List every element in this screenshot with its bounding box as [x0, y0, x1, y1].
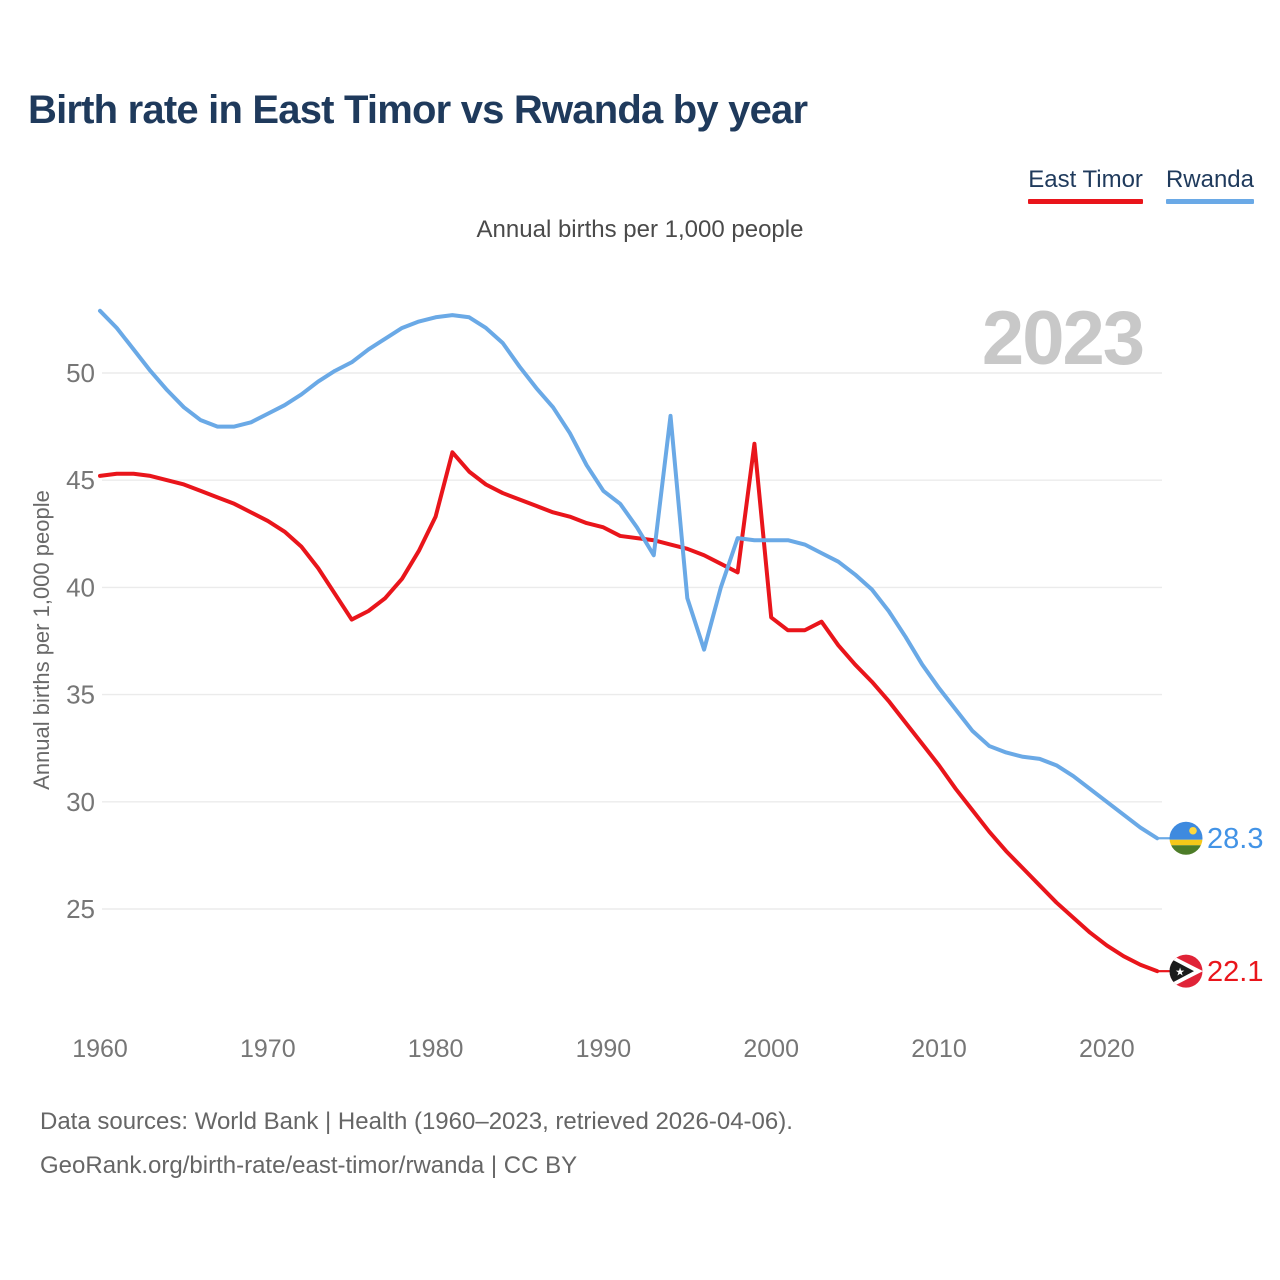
- footer-data-sources: Data sources: World Bank | Health (1960–…: [40, 1108, 793, 1135]
- chart-legend: East Timor Rwanda: [1028, 166, 1254, 204]
- legend-item-east-timor[interactable]: East Timor: [1028, 166, 1143, 204]
- x-tick-label: 2010: [911, 1035, 967, 1063]
- x-tick-label: 2020: [1079, 1035, 1135, 1063]
- footer-attribution: GeoRank.org/birth-rate/east-timor/rwanda…: [40, 1152, 578, 1179]
- x-tick-label: 2000: [743, 1035, 799, 1063]
- legend-label-east-timor: East Timor: [1028, 166, 1143, 193]
- legend-bar-rwanda: [1165, 199, 1254, 204]
- x-tick-label: 1970: [240, 1035, 296, 1063]
- x-tick-label: 1990: [576, 1035, 632, 1063]
- y-tick-label: 40: [66, 572, 95, 602]
- legend-bar-east-timor: [1028, 199, 1143, 204]
- page-title: Birth rate in East Timor vs Rwanda by ye…: [28, 88, 808, 132]
- chart-subtitle: Annual births per 1,000 people: [476, 216, 804, 243]
- x-tick-label: 1960: [72, 1035, 128, 1063]
- y-tick-label: 35: [66, 680, 95, 710]
- y-tick-label: 25: [66, 894, 95, 924]
- svg-text:★: ★: [1175, 965, 1185, 978]
- x-tick-label: 1980: [408, 1035, 464, 1063]
- footer: Data sources: World Bank | Health (1960–…: [40, 1100, 793, 1188]
- legend-item-rwanda[interactable]: Rwanda: [1165, 166, 1254, 204]
- y-tick-label: 30: [66, 787, 95, 817]
- watermark-year: 2023: [982, 296, 1143, 381]
- y-tick-label: 45: [66, 465, 95, 495]
- rwanda-flag-icon: [1169, 821, 1203, 855]
- legend-label-rwanda: Rwanda: [1165, 166, 1254, 193]
- rwanda-line: [98, 308, 1160, 841]
- rwanda-end-value: 28.3: [1207, 823, 1263, 855]
- east-timor-end-value: 22.1: [1207, 956, 1263, 988]
- east-timor-line: [98, 441, 1160, 974]
- east-timor-flag-icon: ★: [1169, 954, 1203, 988]
- y-tick-label: 50: [66, 358, 95, 388]
